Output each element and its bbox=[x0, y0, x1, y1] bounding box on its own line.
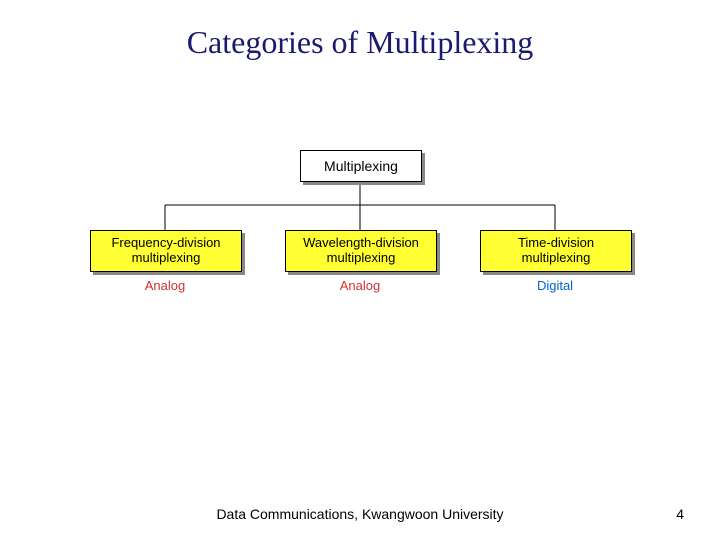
footer-text: Data Communications, Kwangwoon Universit… bbox=[0, 506, 720, 522]
multiplexing-tree-diagram: Multiplexing Frequency-division multiple… bbox=[90, 150, 630, 320]
child-node-fdm: Frequency-division multiplexing bbox=[90, 230, 242, 272]
child-node-tdm: Time-division multiplexing bbox=[480, 230, 632, 272]
child-node-wdm-label: Wavelength-division multiplexing bbox=[303, 236, 419, 266]
child-node-wdm: Wavelength-division multiplexing bbox=[285, 230, 437, 272]
root-node-label: Multiplexing bbox=[324, 158, 398, 174]
slide: Categories of Multiplexing Multiplexing … bbox=[0, 0, 720, 540]
slide-title: Categories of Multiplexing bbox=[0, 24, 720, 61]
page-number: 4 bbox=[676, 506, 684, 522]
child-caption-tdm: Digital bbox=[480, 278, 630, 293]
root-node-multiplexing: Multiplexing bbox=[300, 150, 422, 182]
child-caption-wdm: Analog bbox=[285, 278, 435, 293]
child-node-fdm-label: Frequency-division multiplexing bbox=[111, 236, 220, 266]
child-node-tdm-label: Time-division multiplexing bbox=[518, 236, 594, 266]
child-caption-fdm: Analog bbox=[90, 278, 240, 293]
